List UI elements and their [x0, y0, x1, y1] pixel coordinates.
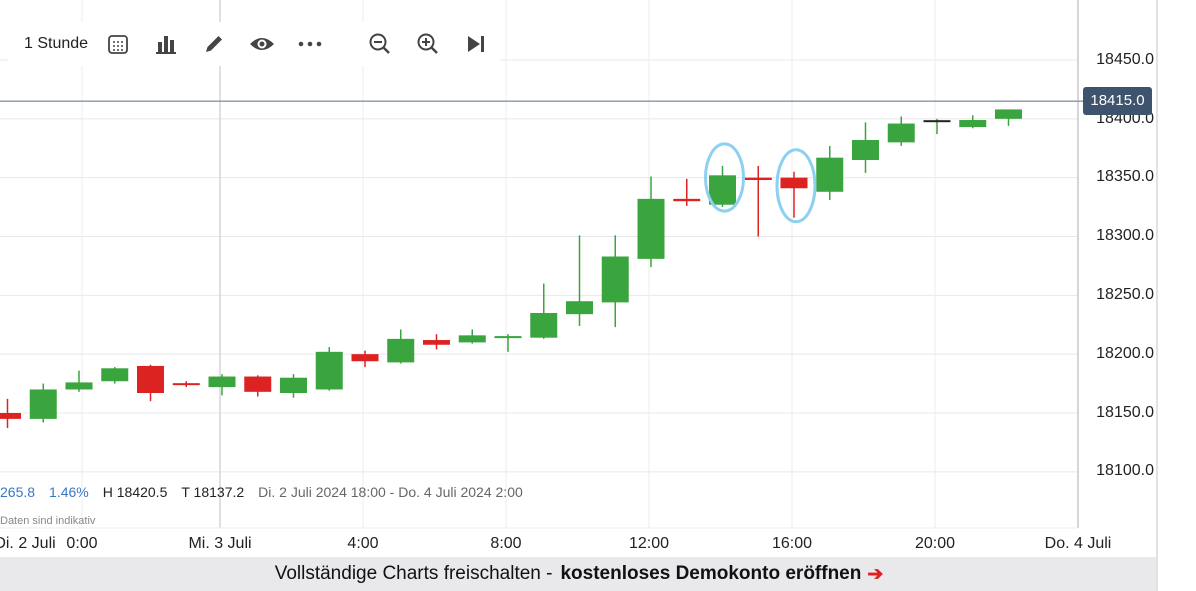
- candle-body-up: [959, 120, 987, 128]
- candle-body-down: [351, 354, 379, 362]
- price-tick-label: 18150.0: [1096, 404, 1154, 421]
- calendar-icon[interactable]: [98, 22, 138, 66]
- candle-body-down: [744, 177, 772, 181]
- annotation-ellipse: [775, 148, 817, 224]
- candle-body-up: [709, 175, 736, 205]
- candle-body-down: [673, 198, 701, 202]
- price-tick-label: 18250.0: [1096, 286, 1154, 303]
- candle-body-up: [458, 335, 486, 343]
- interval-selector[interactable]: 1 Stunde: [24, 35, 89, 52]
- last-price-badge: 18415.0: [1083, 87, 1152, 115]
- chart-toolbar: 1 Stunde: [8, 22, 501, 66]
- price-tick-label: 18100.0: [1096, 462, 1154, 479]
- more-icon[interactable]: [290, 22, 330, 66]
- candle-body-up: [387, 338, 415, 363]
- low-value: T 18137.2: [181, 484, 245, 500]
- candle-body-down: [137, 365, 164, 393]
- demo-account-link[interactable]: kostenloses Demokonto eröffnen: [560, 563, 862, 584]
- candle-body-down: [780, 177, 808, 189]
- candle-body-up: [208, 376, 236, 388]
- candle-body-down: [423, 340, 450, 345]
- price-tick-label: 18300.0: [1096, 227, 1154, 244]
- time-tick-label: Mi. 3 Juli: [188, 535, 252, 552]
- candle-body-up: [101, 368, 129, 382]
- arrow-right-icon: ➔: [867, 563, 884, 585]
- time-tick-label: Do. 4 Juli: [1044, 535, 1112, 552]
- candle-body-up: [494, 336, 522, 339]
- candle-body-up: [995, 109, 1022, 119]
- panel-divider: [1156, 0, 1158, 591]
- banner-text: Vollständige Charts freischalten -: [274, 563, 553, 584]
- date-range: Di. 2 Juli 2024 18:00 - Do. 4 Juli 2024 …: [258, 484, 523, 500]
- candle-body-up: [887, 123, 915, 143]
- candle-body-up: [315, 351, 343, 390]
- candle-body-down: [0, 413, 21, 419]
- candle-body-up: [852, 140, 879, 161]
- eye-icon[interactable]: [242, 22, 282, 66]
- unlock-charts-banner[interactable]: Vollständige Charts freischalten - koste…: [0, 557, 1158, 591]
- price-tick-label: 18200.0: [1096, 345, 1154, 362]
- candle-body-up: [566, 301, 593, 315]
- time-tick-label: 16:00: [771, 535, 813, 552]
- price-info-row: 265.8 1.46% H 18420.5 T 18137.2 Di. 2 Juli 2…: [0, 484, 537, 500]
- pencil-icon[interactable]: [194, 22, 234, 66]
- candle-body-up: [530, 312, 558, 338]
- zoom-in-icon[interactable]: [408, 22, 448, 66]
- change-value: 265.8: [0, 484, 36, 500]
- time-tick-label: 12:00: [628, 535, 670, 552]
- candle-body-up: [601, 256, 629, 303]
- candle-body-up: [280, 377, 307, 393]
- candle-body-up: [923, 120, 951, 123]
- candle-body-down: [172, 383, 200, 386]
- time-tick-label: 0:00: [66, 535, 98, 552]
- zoom-out-icon[interactable]: [360, 22, 400, 66]
- change-percent: 1.46%: [49, 484, 89, 500]
- data-disclaimer: Daten sind indikativ: [0, 515, 96, 527]
- candle-body-up: [637, 198, 665, 259]
- time-tick-label: 20:00: [914, 535, 956, 552]
- candle-body-up: [65, 382, 93, 390]
- candle-body-up: [816, 157, 844, 192]
- bar-chart-icon[interactable]: [146, 22, 186, 66]
- time-tick-label: 4:00: [347, 535, 379, 552]
- price-tick-label: 18350.0: [1096, 168, 1154, 185]
- time-tick-label: Di. 2 Juli: [0, 535, 56, 552]
- annotation-ellipse: [704, 142, 745, 213]
- jump-to-end-icon[interactable]: [456, 22, 496, 66]
- candle-body-down: [244, 376, 272, 392]
- time-tick-label: 8:00: [490, 535, 522, 552]
- high-value: H 18420.5: [102, 484, 168, 500]
- candle-body-up: [29, 389, 57, 419]
- price-tick-label: 18450.0: [1096, 51, 1154, 68]
